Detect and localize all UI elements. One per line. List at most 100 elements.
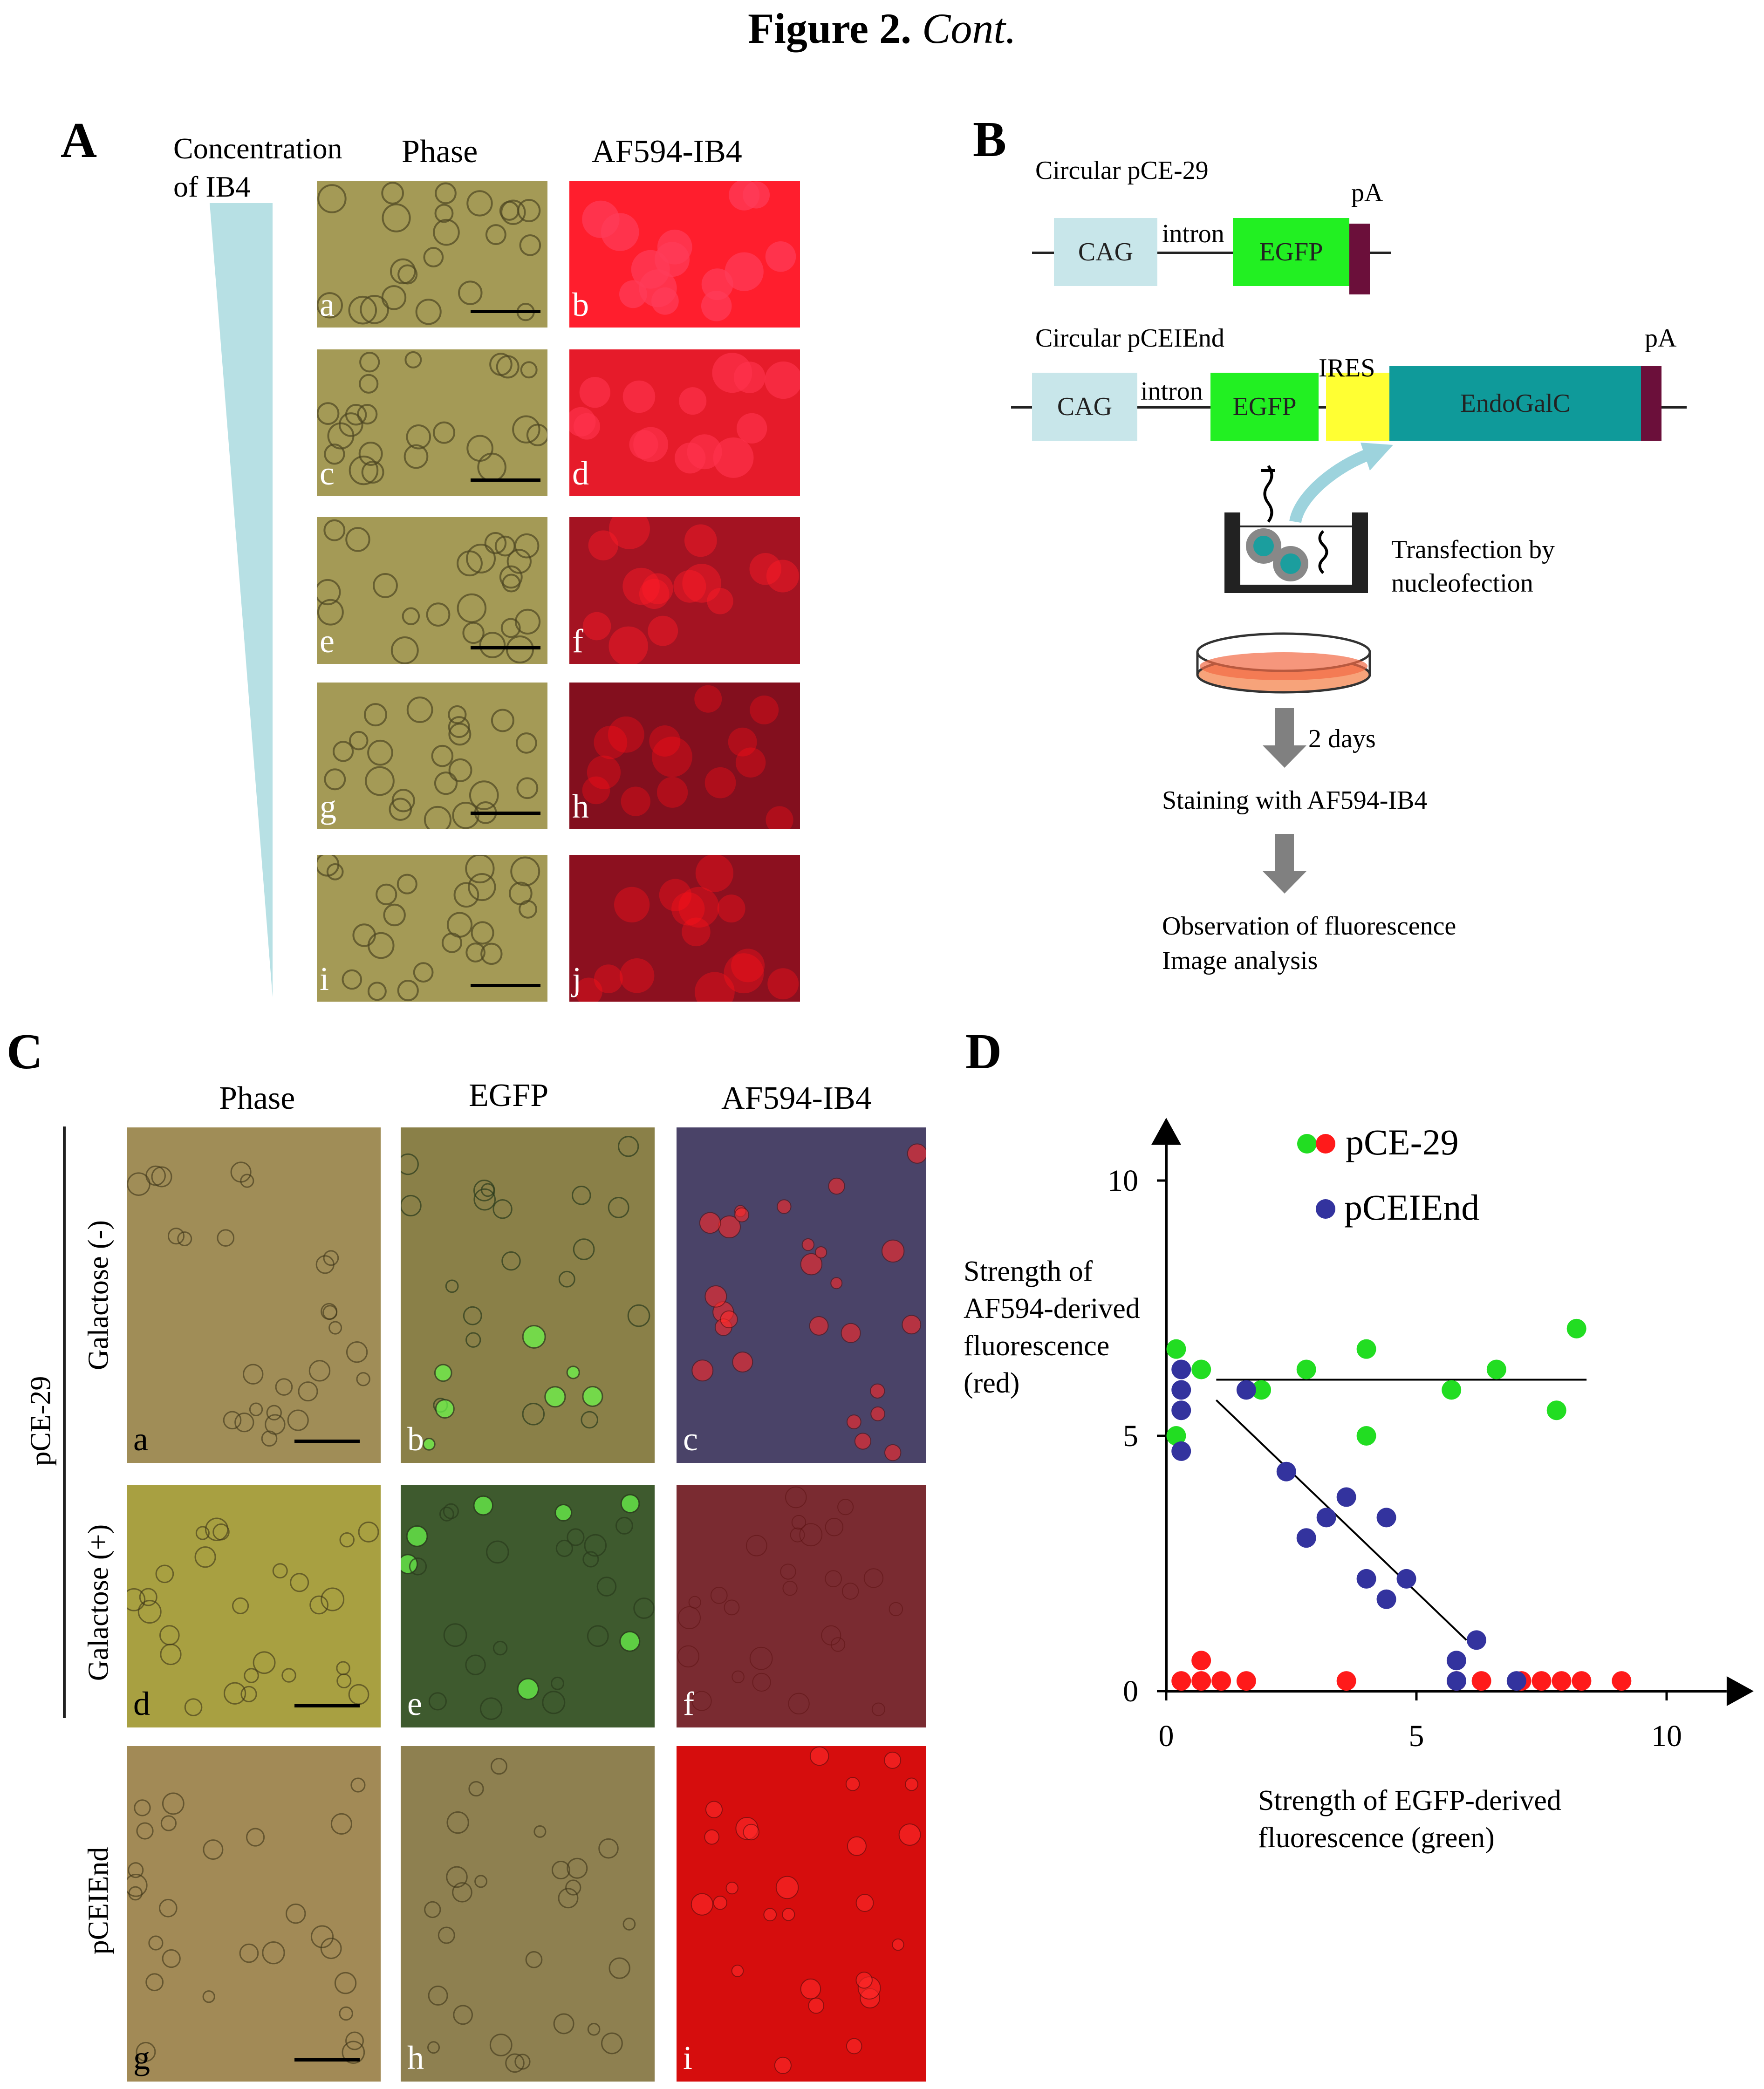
pce29-red-point — [1471, 1671, 1491, 1691]
x-label-1: Strength of EGFP-derived — [1258, 1785, 1561, 1816]
panel-c-micrograph — [127, 1127, 381, 1463]
x-tick-label: 0 — [1159, 1719, 1174, 1753]
construct2-egfp-box: EGFP — [1210, 373, 1319, 441]
panel-c-micrograph — [401, 1746, 655, 2082]
pce29-green-point — [1442, 1380, 1462, 1400]
panel-a-phase-image — [317, 517, 547, 664]
y-tick-label: 10 — [1108, 1164, 1138, 1198]
pce29-green-point — [1191, 1359, 1211, 1379]
construct2-ires-label: IRES — [1319, 354, 1375, 382]
x-tick-label: 10 — [1651, 1719, 1682, 1753]
y-axis-arrow — [1151, 1118, 1181, 1145]
x-label-2: fluorescence (green) — [1258, 1822, 1495, 1854]
days-label: 2 days — [1308, 724, 1376, 753]
pce29-red-point — [1211, 1671, 1231, 1691]
pce29-red-point — [1572, 1671, 1592, 1691]
construct1-name: Circular pCE-29 — [1035, 156, 1209, 185]
pceiend-point — [1376, 1508, 1396, 1528]
panel-c-micrograph — [677, 1485, 926, 1727]
panel-a-sub-label: i — [320, 960, 329, 997]
scale-bar — [294, 1440, 360, 1443]
construct1-pa-label: pA — [1351, 178, 1383, 207]
construct1-pa-box — [1349, 224, 1370, 294]
pceiend-point — [1171, 1359, 1191, 1379]
legend-green-dot — [1297, 1134, 1317, 1154]
construct2-pa-box — [1641, 366, 1661, 441]
panel-a-sub-label: h — [572, 788, 589, 825]
pceiend-point — [1236, 1380, 1256, 1400]
construct2-pa-label: pA — [1645, 324, 1677, 353]
y-label-2: AF594-derived — [964, 1293, 1140, 1324]
construct1-cag-box: CAG — [1054, 218, 1157, 286]
pce29-green-point — [1166, 1339, 1186, 1359]
transfection-label-1: Transfection by — [1391, 535, 1555, 564]
panel-a-sub-label: j — [572, 960, 582, 997]
panel-a-af594-image — [569, 683, 800, 829]
pce29-red-point — [1191, 1671, 1211, 1691]
legend-label-pce29: pCE-29 — [1346, 1122, 1459, 1162]
pce29-red-point — [1336, 1671, 1356, 1691]
panel-c-letter: C — [7, 1024, 43, 1079]
pce29-green-point — [1356, 1426, 1376, 1446]
x-axis-arrow — [1726, 1676, 1754, 1706]
y-label-3: fluorescence — [964, 1330, 1110, 1362]
construct2-name: Circular pCEIEnd — [1035, 324, 1224, 353]
figure-title-italic: Cont. — [922, 5, 1016, 52]
scale-bar — [471, 646, 540, 649]
legend-blue-dot — [1316, 1199, 1335, 1219]
pceiend-point — [1446, 1651, 1466, 1671]
pceiend-point — [1506, 1671, 1526, 1691]
construct1-intron-label: intron — [1162, 219, 1224, 248]
pceiend-point — [1336, 1487, 1356, 1507]
pce29-red-point — [1612, 1671, 1632, 1691]
panel-c-micrograph — [677, 1127, 926, 1463]
pceiend-point — [1466, 1630, 1486, 1650]
panel-c-sub-label: c — [683, 1420, 698, 1458]
construct2-intron-label: intron — [1141, 377, 1203, 406]
y-tick-label: 5 — [1123, 1419, 1138, 1453]
pce29-red-point — [1171, 1671, 1191, 1691]
panel-c-micrograph — [677, 1746, 926, 2082]
scale-bar — [294, 1704, 360, 1707]
pceiend-point — [1446, 1671, 1466, 1691]
pce29-red-point — [1552, 1671, 1572, 1691]
legend-red-dot — [1316, 1134, 1335, 1154]
pce29-green-point — [1486, 1359, 1506, 1379]
panel-a-phase-image — [317, 855, 547, 1002]
panel-a-af594-image — [569, 181, 800, 328]
panel-a-letter: A — [61, 113, 97, 168]
panel-c-micrograph — [401, 1127, 655, 1463]
panel-a-phase-image — [317, 683, 547, 829]
pceiend-point — [1171, 1380, 1191, 1400]
panel-a-af594-image — [569, 349, 800, 496]
panel-c-micrograph — [401, 1485, 655, 1727]
panel-c-micrograph — [127, 1746, 381, 2082]
panel-c-sub-label: f — [683, 1685, 694, 1722]
pceiend-point — [1171, 1441, 1191, 1461]
x-tick-label: 5 — [1409, 1719, 1424, 1753]
panel-a-af594-image — [569, 855, 800, 1002]
pceiend-point — [1276, 1461, 1296, 1481]
construct2-ires-box — [1326, 373, 1389, 441]
panel-a-af-header: AF594-IB4 — [592, 134, 742, 170]
pceiend-point — [1296, 1528, 1316, 1548]
panel-a-sub-label: d — [572, 455, 589, 492]
panel-c-sub-label: e — [407, 1685, 422, 1722]
panel-d-letter: D — [965, 1024, 1002, 1079]
panel-c-sub-label: d — [133, 1685, 150, 1722]
pce29-green-point — [1356, 1339, 1376, 1359]
panel-c-micrograph — [127, 1485, 381, 1727]
pce29-red-point — [1236, 1671, 1256, 1691]
figure-title-bold: Figure 2. — [748, 5, 911, 52]
concentration-label-2: of IB4 — [173, 170, 251, 203]
panel-a-phase-header: Phase — [402, 134, 478, 170]
pce29-red-point — [1532, 1671, 1552, 1691]
pce29-bracket — [63, 1126, 66, 1718]
legend-label-pceiend: pCEIEnd — [1344, 1187, 1479, 1228]
panel-a-af594-image — [569, 517, 800, 664]
trend-line — [1216, 1399, 1467, 1641]
panel-c-sub-label: h — [407, 2039, 424, 2076]
panel-c-phase-header: Phase — [219, 1080, 295, 1116]
